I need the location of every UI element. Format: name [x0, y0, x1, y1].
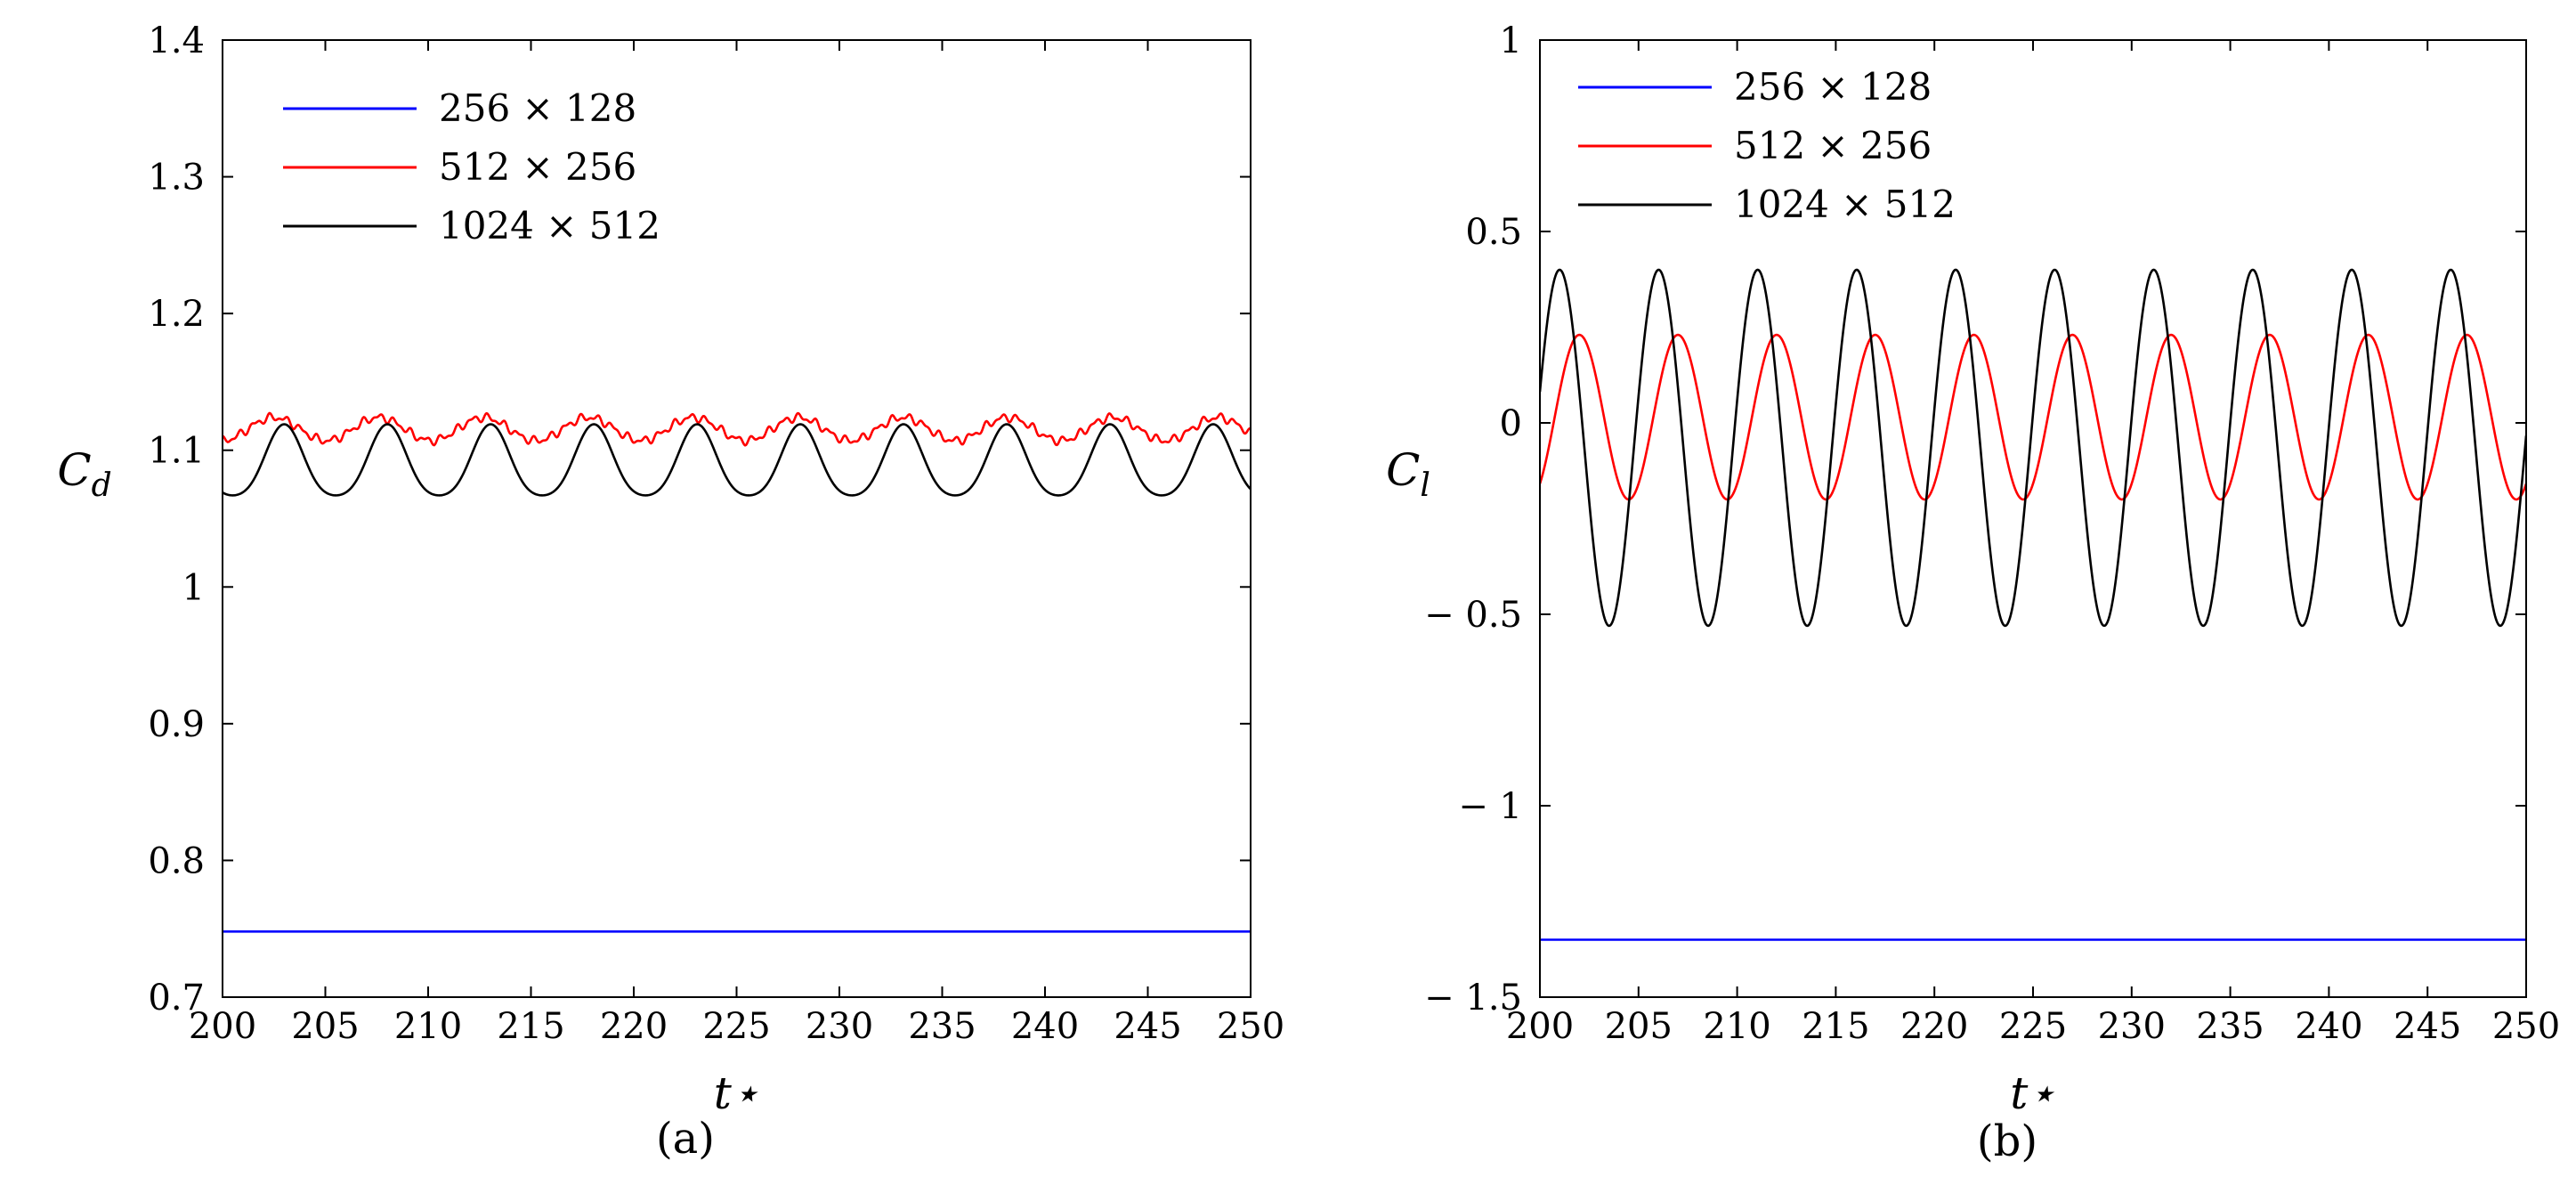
- legend-label-2: 512 × 256: [1734, 124, 1932, 167]
- y-tick-label: 0.8: [148, 840, 205, 881]
- x-tick-label: 235: [2196, 1006, 2264, 1047]
- plot-frame: [1539, 39, 2527, 998]
- series-line-2: [1540, 333, 2526, 501]
- y-tick-label: 1.2: [148, 294, 205, 335]
- legend-label-2: 512 × 256: [439, 145, 636, 189]
- x-tick-label: 250: [2492, 1006, 2560, 1047]
- x-tick-label: 210: [394, 1006, 462, 1047]
- y-axis-title: Cd: [57, 444, 111, 504]
- y-tick-label: 1.4: [148, 20, 205, 61]
- panel-label: (a): [656, 1114, 715, 1164]
- x-axis-title: t⋆: [2010, 1067, 2055, 1119]
- y-tick-label: 0.9: [148, 704, 205, 745]
- legend-label-1: 256 × 128: [439, 86, 636, 130]
- legend: 256 × 128 512 × 256 1024 × 512: [1578, 65, 1956, 226]
- x-tick-label: 225: [1999, 1006, 2067, 1047]
- panel-label: (b): [1977, 1116, 2037, 1166]
- x-tick-label: 225: [702, 1006, 770, 1047]
- y-axis-title: Cl: [1386, 444, 1430, 504]
- y-axis-title-sub: d: [92, 467, 112, 504]
- x-tick-label: 235: [908, 1006, 976, 1047]
- chart-panel-b: 200 205 210 215 220 225 230 235 240 245 250 − 1.5 − …: [1386, 20, 2560, 1166]
- y-tick-label: 1.3: [148, 158, 205, 199]
- x-tick-label: 250: [1217, 1006, 1284, 1047]
- chart-panel-a: 200 205 210 215 220 225 230 235 240 245 250 0.7 0.8 0…: [57, 20, 1284, 1164]
- plot-frame: [222, 39, 1252, 998]
- plot-area: [223, 411, 1251, 933]
- x-tick-label: 205: [1605, 1006, 1673, 1047]
- y-tick-label: 1: [1500, 20, 1522, 61]
- x-tick-label: 240: [2295, 1006, 2362, 1047]
- x-tick-label: 215: [1802, 1006, 1869, 1047]
- x-tick-label: 220: [1900, 1006, 1968, 1047]
- series-line-2: [223, 411, 1251, 447]
- y-tick-label: − 1: [1458, 786, 1522, 827]
- y-tick-label: 0: [1500, 403, 1522, 444]
- x-tick-label: 200: [189, 1006, 256, 1047]
- x-tick-label: 230: [2098, 1006, 2166, 1047]
- x-tick-label: 245: [2394, 1006, 2461, 1047]
- y-axis-title-main: C: [1386, 444, 1420, 496]
- y-tick-label: 0.5: [1465, 212, 1522, 253]
- legend-label-1: 256 × 128: [1734, 65, 1932, 109]
- legend-label-3: 1024 × 512: [1734, 183, 1956, 226]
- y-tick-label: − 1.5: [1424, 978, 1522, 1019]
- x-tick-label: 245: [1114, 1006, 1181, 1047]
- x-tick-label: 240: [1011, 1006, 1079, 1047]
- x-tick-label: 220: [600, 1006, 668, 1047]
- x-tick-label: 215: [497, 1006, 564, 1047]
- x-tick-label: 230: [806, 1006, 873, 1047]
- y-tick-label: 1: [182, 567, 205, 608]
- x-tick-label: 210: [1703, 1006, 1770, 1047]
- y-tick-label: 1.1: [148, 431, 205, 472]
- x-tick-label: 200: [1506, 1006, 1574, 1047]
- x-tick-label: 205: [291, 1006, 359, 1047]
- x-axis-title: t⋆: [714, 1067, 759, 1119]
- plot-area: [1540, 268, 2526, 941]
- legend: 256 × 128 512 × 256 1024 × 512: [283, 86, 660, 248]
- series-line-3: [1540, 268, 2526, 628]
- series-line-3: [223, 423, 1251, 497]
- y-axis-title-sub: l: [1420, 467, 1430, 504]
- y-tick-label: − 0.5: [1424, 595, 1522, 636]
- y-tick-label: 0.7: [148, 978, 205, 1019]
- legend-label-3: 1024 × 512: [439, 204, 660, 248]
- y-axis-title-main: C: [57, 444, 91, 496]
